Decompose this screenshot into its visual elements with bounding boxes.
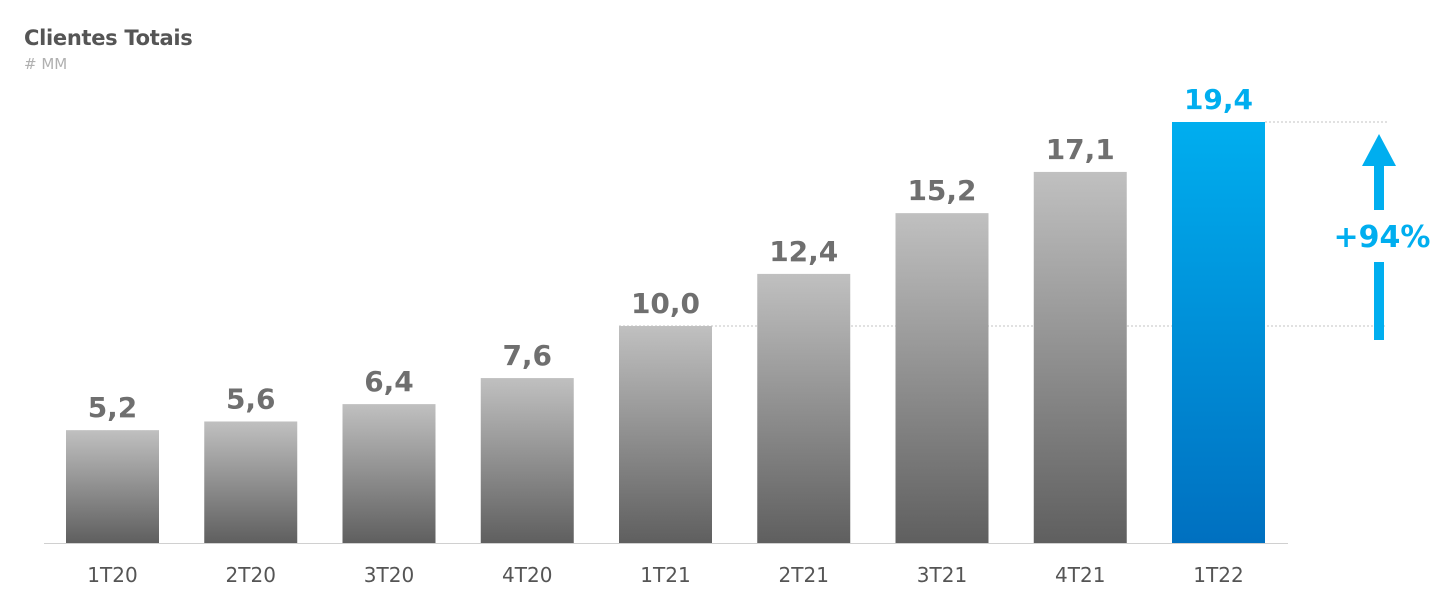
category-label: 1T22 [1193,563,1243,587]
bar-1T20 [66,430,159,543]
arrow-up-icon [1362,134,1396,340]
value-label: 7,6 [502,339,552,372]
value-label: 5,6 [226,382,276,415]
category-label: 3T20 [364,563,414,587]
category-label: 4T20 [502,563,552,587]
chart-subtitle: # MM [24,55,68,73]
value-label: 15,2 [907,174,976,207]
chart-title: Clientes Totais [24,26,193,50]
bar-3T20 [342,404,436,543]
category-label: 1T20 [87,563,137,587]
category-label: 2T20 [226,563,276,587]
bar-2T21 [757,273,851,543]
value-label: 12,4 [769,235,838,268]
value-label: 5,2 [88,391,138,424]
value-label: 19,4 [1184,83,1253,116]
bar-4T21 [1033,171,1127,544]
bar-1T22 [1172,122,1265,543]
growth-annotation: +94% [1334,220,1431,255]
bar-2T20 [204,421,298,543]
category-label: 4T21 [1055,563,1105,587]
value-label: 10,0 [631,287,700,320]
category-label: 2T21 [779,563,829,587]
bar-4T20 [480,378,574,543]
value-label: 6,4 [364,365,414,398]
value-label: 17,1 [1046,133,1115,166]
bar-3T21 [895,213,989,543]
bar-1T21 [619,325,712,543]
category-label: 3T21 [917,563,967,587]
category-label: 1T21 [640,563,690,587]
